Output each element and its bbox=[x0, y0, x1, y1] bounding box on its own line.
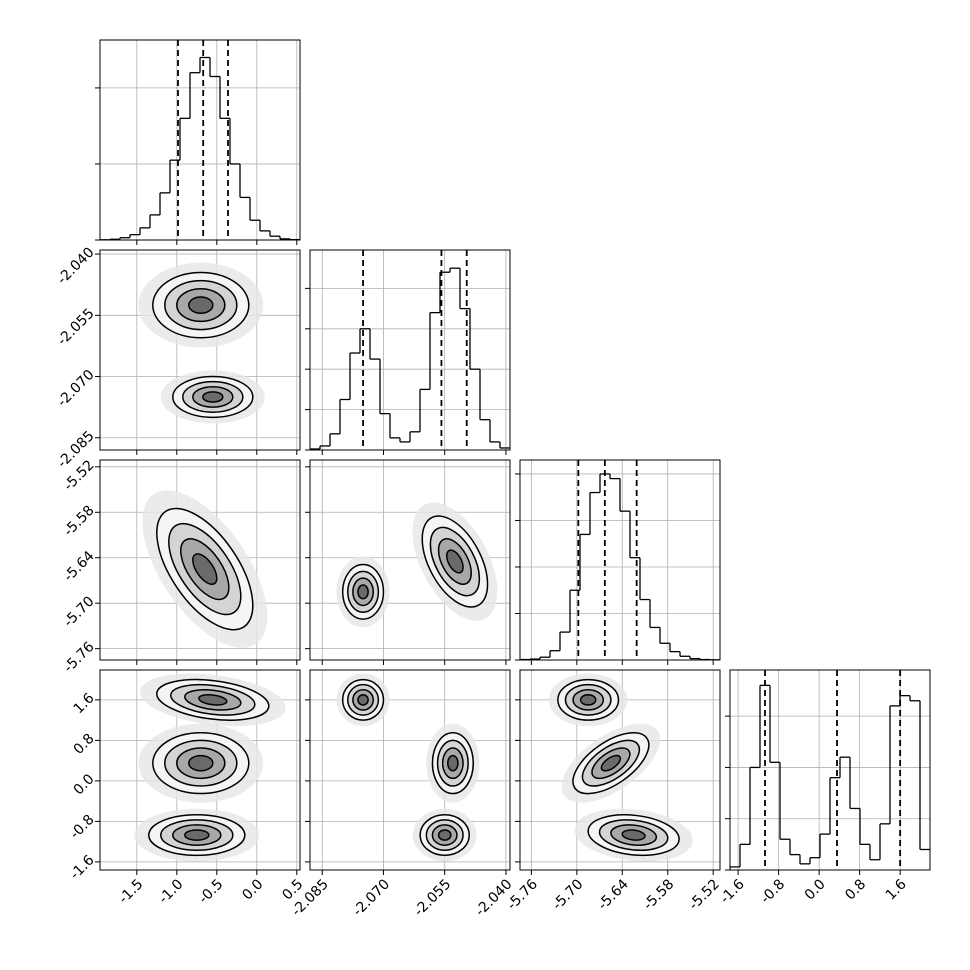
panel-frame bbox=[519, 459, 721, 661]
density-contour bbox=[357, 584, 369, 600]
density-contour bbox=[192, 553, 218, 585]
y-tick-label: -1.6 bbox=[67, 852, 98, 883]
density-contour bbox=[579, 694, 597, 706]
panel bbox=[310, 250, 510, 450]
x-tick-label: -5.64 bbox=[595, 876, 632, 913]
y-tick-label: -2.070 bbox=[54, 367, 97, 410]
density-contour bbox=[357, 694, 369, 706]
y-tick-label: 1.6 bbox=[71, 690, 98, 717]
density-contour bbox=[202, 391, 224, 403]
panel bbox=[310, 670, 510, 870]
panel bbox=[520, 460, 720, 660]
panel bbox=[730, 670, 930, 870]
panel bbox=[310, 460, 510, 660]
panel-frame bbox=[99, 39, 301, 241]
density-contour bbox=[188, 296, 214, 315]
panel-frame bbox=[309, 669, 511, 871]
y-tick-label: -5.70 bbox=[61, 594, 98, 631]
x-tick-label: -2.055 bbox=[411, 876, 454, 919]
density-contour bbox=[184, 829, 210, 841]
y-tick-label: 0.0 bbox=[71, 771, 98, 798]
panel-frame bbox=[309, 249, 511, 451]
density-contour bbox=[447, 754, 459, 772]
panel bbox=[100, 40, 300, 240]
panel bbox=[100, 460, 300, 660]
x-tick-label: -5.70 bbox=[550, 876, 587, 913]
panel bbox=[100, 250, 300, 450]
x-tick-label: -0.8 bbox=[758, 876, 789, 907]
density-contour bbox=[621, 829, 646, 841]
y-tick-label: -5.76 bbox=[61, 639, 98, 676]
panel-frame bbox=[99, 459, 301, 661]
density-contour bbox=[188, 754, 214, 772]
x-tick-label: -1.0 bbox=[156, 876, 187, 907]
panel-frame bbox=[99, 669, 301, 871]
x-tick-label: -2.070 bbox=[350, 876, 393, 919]
y-tick-label: 0.8 bbox=[71, 731, 98, 758]
y-tick-label: -5.64 bbox=[61, 548, 98, 585]
x-tick-label: 0.8 bbox=[842, 876, 869, 903]
y-tick-label: -2.055 bbox=[54, 306, 97, 349]
panel-frame bbox=[309, 459, 511, 661]
x-tick-label: 1.6 bbox=[883, 876, 910, 903]
y-tick-label: -2.040 bbox=[54, 244, 97, 287]
panel bbox=[100, 670, 300, 870]
x-tick-label: 0.0 bbox=[802, 876, 829, 903]
panel bbox=[520, 670, 720, 870]
panel-frame bbox=[729, 669, 931, 871]
x-tick-label: -0.5 bbox=[196, 876, 227, 907]
x-tick-label: -1.6 bbox=[717, 876, 748, 907]
density-contour bbox=[445, 549, 464, 574]
panel-frame bbox=[99, 249, 301, 451]
density-contour bbox=[600, 754, 622, 772]
density-contour bbox=[437, 829, 452, 841]
y-tick-label: -0.8 bbox=[67, 812, 98, 843]
x-tick-label: -5.58 bbox=[640, 876, 677, 913]
x-tick-label: 0.0 bbox=[239, 876, 266, 903]
y-tick-label: -5.58 bbox=[61, 503, 98, 540]
panel-frame bbox=[519, 669, 721, 871]
density-contour bbox=[198, 694, 228, 706]
x-tick-label: -1.5 bbox=[116, 876, 147, 907]
